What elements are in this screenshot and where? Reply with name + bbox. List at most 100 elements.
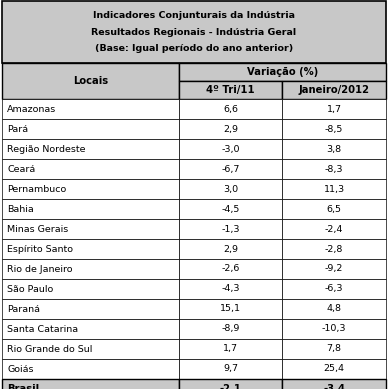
Bar bbox=[178, 159, 282, 179]
Text: 4º Tri/11: 4º Tri/11 bbox=[206, 85, 255, 95]
Text: -8,5: -8,5 bbox=[325, 124, 343, 133]
Text: -10,3: -10,3 bbox=[322, 324, 346, 333]
Bar bbox=[178, 139, 282, 159]
Text: -8,9: -8,9 bbox=[221, 324, 240, 333]
Text: 4,8: 4,8 bbox=[327, 305, 342, 314]
Bar bbox=[2, 99, 178, 119]
Text: Locais: Locais bbox=[73, 76, 108, 86]
Bar bbox=[2, 279, 178, 299]
Text: Pará: Pará bbox=[7, 124, 28, 133]
Text: Variação (%): Variação (%) bbox=[247, 67, 318, 77]
Text: -1,3: -1,3 bbox=[221, 224, 240, 233]
Text: (Base: Igual período do ano anterior): (Base: Igual período do ano anterior) bbox=[95, 44, 293, 53]
Bar bbox=[178, 339, 282, 359]
Bar bbox=[282, 159, 386, 179]
Text: -3,0: -3,0 bbox=[221, 144, 240, 154]
Text: 7,8: 7,8 bbox=[327, 345, 342, 354]
Text: -2,8: -2,8 bbox=[325, 245, 343, 254]
Bar bbox=[282, 359, 386, 379]
Bar bbox=[2, 119, 178, 139]
Text: -6,3: -6,3 bbox=[325, 284, 343, 293]
Bar bbox=[2, 63, 178, 99]
Text: Pernambuco: Pernambuco bbox=[7, 184, 66, 193]
Bar bbox=[178, 239, 282, 259]
Bar bbox=[282, 179, 386, 199]
Text: Bahia: Bahia bbox=[7, 205, 34, 214]
Bar bbox=[282, 379, 386, 389]
Text: 1,7: 1,7 bbox=[327, 105, 342, 114]
Text: 2,9: 2,9 bbox=[223, 124, 238, 133]
Bar bbox=[2, 339, 178, 359]
Text: -8,3: -8,3 bbox=[325, 165, 343, 173]
Text: 2,9: 2,9 bbox=[223, 245, 238, 254]
Bar bbox=[178, 81, 282, 99]
Bar bbox=[178, 99, 282, 119]
Bar bbox=[178, 179, 282, 199]
Bar bbox=[178, 259, 282, 279]
Text: -2,1: -2,1 bbox=[220, 384, 241, 389]
Bar bbox=[178, 199, 282, 219]
Text: Região Nordeste: Região Nordeste bbox=[7, 144, 85, 154]
Text: Indicadores Conjunturais da Indústria: Indicadores Conjunturais da Indústria bbox=[93, 11, 295, 20]
Text: -4,3: -4,3 bbox=[221, 284, 240, 293]
Text: Santa Catarina: Santa Catarina bbox=[7, 324, 78, 333]
Text: 25,4: 25,4 bbox=[324, 364, 345, 373]
Text: Rio de Janeiro: Rio de Janeiro bbox=[7, 265, 73, 273]
Bar bbox=[178, 219, 282, 239]
Bar bbox=[2, 259, 178, 279]
Text: -2,4: -2,4 bbox=[325, 224, 343, 233]
Bar bbox=[282, 99, 386, 119]
Text: -4,5: -4,5 bbox=[221, 205, 240, 214]
Bar bbox=[2, 1, 386, 63]
Bar bbox=[282, 219, 386, 239]
Text: Resultados Regionais - Indústria Geral: Resultados Regionais - Indústria Geral bbox=[92, 28, 296, 37]
Text: 15,1: 15,1 bbox=[220, 305, 241, 314]
Text: Brasil: Brasil bbox=[7, 384, 39, 389]
Bar bbox=[282, 339, 386, 359]
Bar bbox=[282, 319, 386, 339]
Text: Rio Grande do Sul: Rio Grande do Sul bbox=[7, 345, 92, 354]
Bar bbox=[2, 359, 178, 379]
Bar bbox=[2, 379, 178, 389]
Text: Paraná: Paraná bbox=[7, 305, 40, 314]
Bar bbox=[2, 219, 178, 239]
Text: 1,7: 1,7 bbox=[223, 345, 238, 354]
Bar bbox=[282, 299, 386, 319]
Text: -9,2: -9,2 bbox=[325, 265, 343, 273]
Bar bbox=[282, 259, 386, 279]
Text: Janeiro/2012: Janeiro/2012 bbox=[299, 85, 370, 95]
Text: Espírito Santo: Espírito Santo bbox=[7, 245, 73, 254]
Text: 3,0: 3,0 bbox=[223, 184, 238, 193]
Bar bbox=[2, 319, 178, 339]
Text: Ceará: Ceará bbox=[7, 165, 35, 173]
Bar bbox=[282, 279, 386, 299]
Bar bbox=[178, 379, 282, 389]
Bar bbox=[2, 139, 178, 159]
Bar bbox=[178, 63, 386, 81]
Bar bbox=[2, 299, 178, 319]
Bar bbox=[178, 279, 282, 299]
Text: 11,3: 11,3 bbox=[324, 184, 345, 193]
Text: São Paulo: São Paulo bbox=[7, 284, 53, 293]
Text: -6,7: -6,7 bbox=[221, 165, 240, 173]
Bar bbox=[282, 239, 386, 259]
Text: 6,6: 6,6 bbox=[223, 105, 238, 114]
Text: -2,6: -2,6 bbox=[221, 265, 240, 273]
Bar bbox=[178, 119, 282, 139]
Bar bbox=[282, 139, 386, 159]
Text: -3,4: -3,4 bbox=[323, 384, 345, 389]
Bar bbox=[2, 239, 178, 259]
Bar bbox=[178, 319, 282, 339]
Bar bbox=[178, 299, 282, 319]
Bar bbox=[2, 179, 178, 199]
Text: Minas Gerais: Minas Gerais bbox=[7, 224, 68, 233]
Text: Amazonas: Amazonas bbox=[7, 105, 56, 114]
Bar bbox=[2, 199, 178, 219]
Bar bbox=[2, 159, 178, 179]
Bar bbox=[282, 199, 386, 219]
Text: Goiás: Goiás bbox=[7, 364, 33, 373]
Bar bbox=[178, 359, 282, 379]
Text: 9,7: 9,7 bbox=[223, 364, 238, 373]
Bar bbox=[282, 81, 386, 99]
Text: 3,8: 3,8 bbox=[327, 144, 342, 154]
